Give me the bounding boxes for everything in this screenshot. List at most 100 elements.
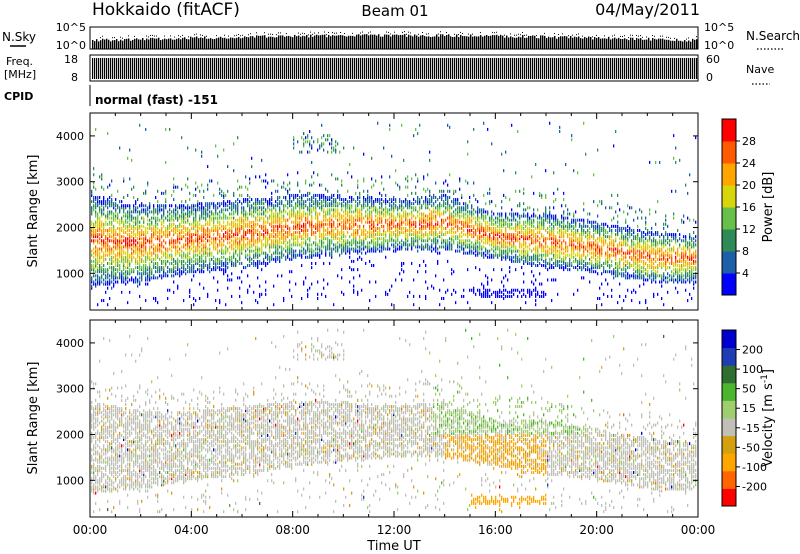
power-cell [323,286,325,290]
power-cell [145,299,147,303]
power-cell [395,228,397,232]
power-cell [175,266,177,270]
power-cell [179,241,181,245]
power-cell [253,224,255,228]
power-cell [389,231,391,235]
nsky-bar [606,38,608,49]
power-cell [299,208,301,212]
power-cell [227,165,229,169]
power-cell [189,245,191,249]
power-cell [101,241,103,245]
power-cell [413,206,415,210]
power-cell [407,185,409,189]
power-cell [297,198,299,202]
power-cell [99,280,101,284]
nsearch-dot [170,35,171,37]
power-cell [107,282,109,286]
power-cell [259,206,261,210]
power-cell [181,272,183,276]
power-cell [453,222,455,226]
nsky-bar [524,37,526,49]
power-cell [249,259,251,263]
freq-bar [138,58,140,79]
power-cell [151,270,153,274]
power-cell [291,237,293,241]
nsearch-dot [410,32,411,34]
power-cell [189,266,191,270]
power-cell [271,241,273,245]
power-cell [311,253,313,257]
power-cell [385,255,387,259]
power-cell [365,214,367,218]
power-cell [201,257,203,261]
power-cell [175,204,177,208]
power-cell [401,278,403,282]
power-cell [325,222,327,226]
power-cell [289,270,291,274]
power-cell [139,294,141,298]
power-cell [131,235,133,239]
power-cell [441,189,443,193]
nsky-bar [564,36,566,49]
power-cell [455,237,457,241]
power-cell [351,200,353,204]
power-cell [91,228,93,232]
power-cell [95,212,97,216]
power-cell [439,288,441,292]
power-cell [187,177,189,181]
power-cell [123,228,125,232]
power-cell [115,274,117,278]
power-cell [193,251,195,255]
power-cell [123,208,125,212]
power-cell [265,241,267,245]
power-cell [431,218,433,222]
power-cell [369,214,371,218]
power-cell [393,239,395,243]
power-cell [201,270,203,274]
power-cell [219,235,221,239]
power-cell [245,233,247,237]
power-cell [251,204,253,208]
nsearch-dot [146,35,147,37]
power-cell [155,226,157,230]
power-cell [325,245,327,249]
power-cell [405,198,407,202]
power-cell [277,214,279,218]
power-cell [225,208,227,212]
power-cell [237,241,239,245]
power-cell [409,218,411,222]
power-cell [383,233,385,237]
power-cell [239,286,241,290]
power-cell [197,231,199,235]
power-cell [145,235,147,239]
power-cell [305,228,307,232]
power-cell [417,241,419,245]
power-cell [149,222,151,226]
power-cell [259,224,261,228]
power-cell [371,226,373,230]
freq-bar [238,58,240,79]
power-cell [153,210,155,214]
power-cell [237,276,239,280]
nsearch-dot [242,34,243,36]
nsky-bar [656,39,658,49]
power-cell [207,226,209,230]
power-cell [379,243,381,247]
power-cell [421,220,423,224]
power-cell [177,251,179,255]
power-cell [329,222,331,226]
power-cell [197,200,199,204]
freq-bar [226,58,228,79]
power-cell [319,198,321,202]
power-cell [441,212,443,216]
power-cell [349,218,351,222]
power-cell [385,292,387,296]
power-cell [391,220,393,224]
power-cell [253,208,255,212]
power-cell [151,222,153,226]
power-cell [279,195,281,199]
power-cell [125,206,127,210]
nsky-bar [292,37,294,49]
power-cell [323,218,325,222]
power-cell [123,268,125,272]
